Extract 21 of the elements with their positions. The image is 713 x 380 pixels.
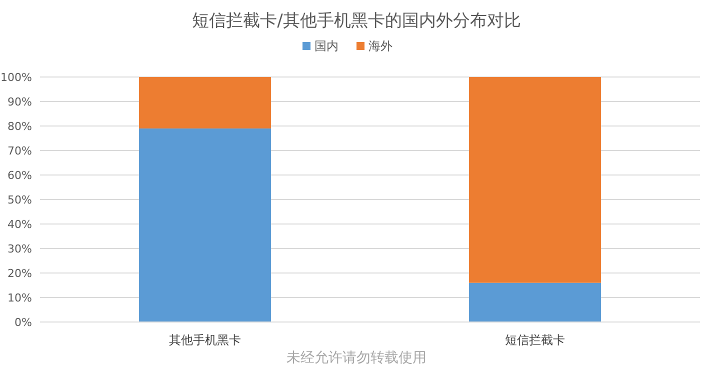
y-tick-label: 0% bbox=[14, 316, 32, 329]
chart-title: 短信拦截卡/其他手机黑卡的国内外分布对比 bbox=[192, 11, 521, 31]
bar bbox=[469, 77, 601, 283]
y-tick-label: 100% bbox=[0, 71, 32, 84]
bar bbox=[139, 77, 271, 128]
x-tick-label: 其他手机黑卡 bbox=[169, 333, 241, 347]
y-tick-label: 70% bbox=[8, 144, 32, 158]
y-tick-label: 10% bbox=[8, 292, 32, 304]
y-tick-label: 30% bbox=[8, 242, 32, 256]
y-tick-label: 20% bbox=[8, 267, 32, 280]
y-tick-label: 60% bbox=[8, 169, 32, 182]
text: 未经允许请勿转载使用 bbox=[286, 350, 426, 366]
bar bbox=[139, 128, 271, 322]
y-tick-label: 50% bbox=[8, 194, 32, 206]
y-tick-label: 80% bbox=[8, 120, 32, 133]
y-tick-label: 40% bbox=[8, 218, 32, 231]
y-tick-label: 90% bbox=[8, 96, 32, 108]
legend-label: 国内 bbox=[314, 39, 338, 53]
bar bbox=[469, 282, 601, 322]
legend-label: 海外 bbox=[368, 39, 392, 53]
x-tick-label: 短信拦截卡 bbox=[505, 333, 565, 347]
